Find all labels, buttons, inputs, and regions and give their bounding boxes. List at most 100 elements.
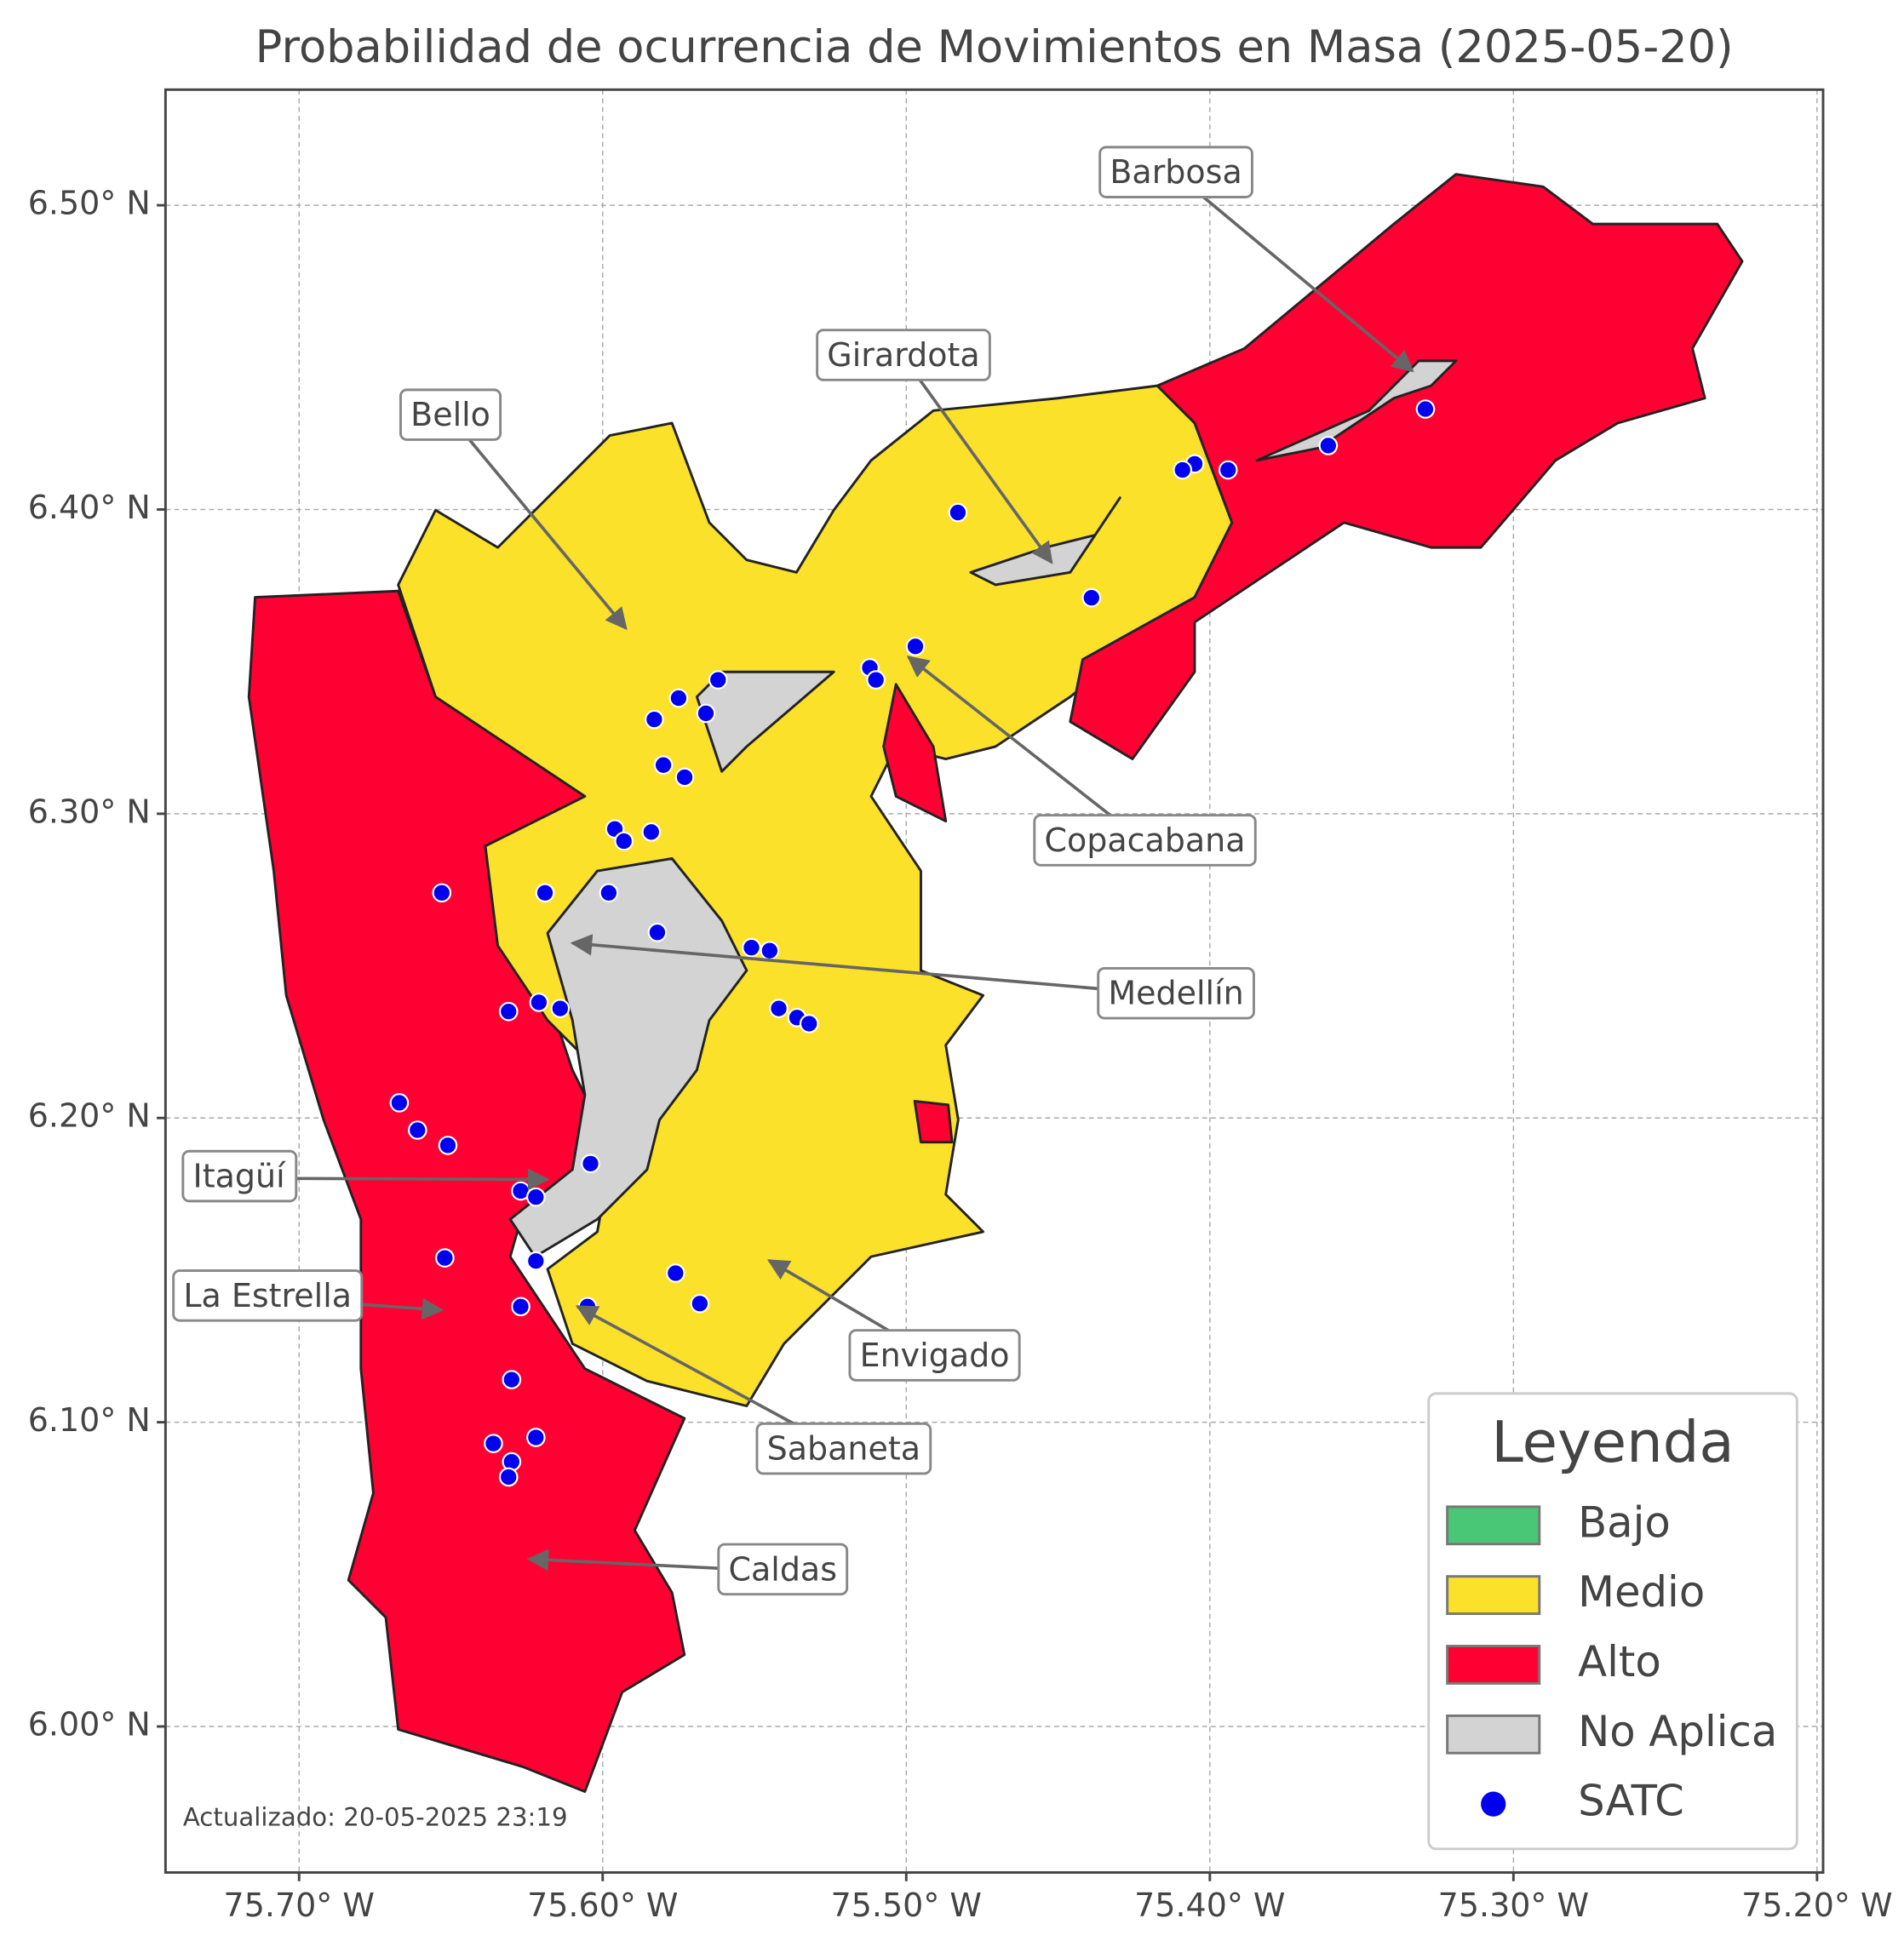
axes: 75.70° W 75.60° W 75.50° W 75.40° W 75.30° W… bbox=[28, 185, 1893, 1924]
y-tick-label: 6.10° N bbox=[28, 1401, 151, 1439]
municipality-callout: Copacabana bbox=[906, 656, 1257, 867]
legend-swatch bbox=[1446, 1714, 1541, 1755]
y-tick-label: 6.20° N bbox=[28, 1097, 151, 1135]
callout-box bbox=[717, 1543, 849, 1596]
satc-station bbox=[645, 709, 664, 730]
stations bbox=[389, 399, 1436, 1487]
legend-swatch bbox=[1446, 1645, 1541, 1685]
satc-station bbox=[653, 755, 674, 776]
municipality-label: Girardota bbox=[827, 336, 979, 374]
municipality-label: Sabaneta bbox=[767, 1430, 920, 1468]
satc-station bbox=[760, 941, 780, 961]
x-tick-label: 75.40° W bbox=[1134, 1887, 1285, 1924]
satc-station bbox=[674, 767, 695, 787]
municipality-label: Caldas bbox=[728, 1550, 837, 1588]
satc-station bbox=[1218, 460, 1238, 480]
satc-station bbox=[690, 1293, 710, 1314]
satc-station bbox=[668, 688, 689, 708]
municipality-label: Copacabana bbox=[1044, 822, 1245, 859]
satc-station bbox=[614, 831, 634, 851]
y-tick-label: 6.40° N bbox=[28, 489, 151, 526]
x-tick-label: 75.20° W bbox=[1741, 1887, 1892, 1924]
satc-station bbox=[511, 1297, 530, 1317]
satc-station bbox=[1415, 399, 1436, 419]
municipality-callout: Bello bbox=[399, 388, 628, 631]
x-tick-label: 75.50° W bbox=[831, 1887, 982, 1924]
legend: Leyenda Bajo Medio Alto No Aplica SATC bbox=[1427, 1392, 1798, 1851]
satc-station bbox=[535, 883, 555, 903]
satc-station bbox=[866, 670, 886, 690]
legend-title: Leyenda bbox=[1491, 1409, 1734, 1475]
municipality-label: Bello bbox=[410, 396, 490, 433]
legend-swatch bbox=[1446, 1505, 1541, 1546]
satc-station bbox=[666, 1263, 685, 1283]
region-alto bbox=[1069, 173, 1744, 761]
regions bbox=[247, 173, 1744, 1794]
region-medio bbox=[397, 384, 1234, 1407]
satc-station bbox=[647, 922, 668, 942]
satc-station bbox=[1173, 460, 1193, 480]
callout-box bbox=[181, 1149, 298, 1203]
callout-box bbox=[172, 1269, 364, 1322]
municipality-callout: Envigado bbox=[766, 1258, 1021, 1382]
satc-station bbox=[529, 993, 549, 1012]
municipality-callout: Medellín bbox=[570, 934, 1255, 1020]
satc-station bbox=[435, 1248, 455, 1268]
satc-station bbox=[799, 1014, 819, 1033]
satc-station bbox=[1318, 436, 1339, 455]
x-tick-label: 75.70° W bbox=[224, 1887, 375, 1924]
satc-station bbox=[389, 1093, 410, 1113]
satc-station bbox=[581, 1154, 600, 1174]
satc-station bbox=[484, 1434, 503, 1453]
legend-label: Alto bbox=[1578, 1637, 1661, 1686]
callout-box bbox=[755, 1422, 932, 1475]
callout-box bbox=[1097, 966, 1255, 1020]
callout-box bbox=[816, 329, 991, 381]
x-tick-label: 75.60° W bbox=[527, 1887, 678, 1924]
callouts: Barbosa Girardota Bello Copacabana Medel… bbox=[172, 146, 1414, 1596]
callout-box bbox=[1098, 146, 1253, 198]
footnote: Actualizado: 20-05-2025 23:19 bbox=[183, 1803, 568, 1832]
region-no-aplica bbox=[695, 670, 835, 773]
municipality-label: Itagüí bbox=[193, 1158, 287, 1195]
callout-box bbox=[399, 388, 502, 441]
legend-label: Bajo bbox=[1578, 1497, 1671, 1547]
municipality-label: Envigado bbox=[860, 1337, 1010, 1374]
region-alto bbox=[882, 683, 948, 823]
x-tick-label: 75.30° W bbox=[1438, 1887, 1589, 1924]
municipality-callout: Caldas bbox=[526, 1543, 849, 1596]
y-tick-label: 6.30° N bbox=[28, 793, 151, 830]
legend-swatch bbox=[1446, 1575, 1541, 1616]
municipality-label: La Estrella bbox=[183, 1277, 352, 1314]
satc-station bbox=[905, 636, 926, 656]
municipality-callout: Sabaneta bbox=[575, 1304, 932, 1475]
satc-station bbox=[502, 1370, 522, 1389]
satc-station bbox=[1081, 587, 1102, 608]
plot-frame bbox=[163, 88, 1825, 1875]
callout-arrow bbox=[906, 656, 1146, 844]
legend-label: No Aplica bbox=[1578, 1707, 1777, 1756]
satc-station bbox=[696, 703, 716, 724]
municipality-label: Medellín bbox=[1108, 975, 1243, 1012]
callout-box bbox=[1033, 814, 1257, 867]
municipality-callout: Girardota bbox=[816, 329, 1053, 564]
callout-box bbox=[848, 1329, 1021, 1382]
y-tick-label: 6.50° N bbox=[28, 185, 151, 222]
municipality-callout: Itagüí bbox=[181, 1149, 550, 1203]
satc-station bbox=[769, 999, 789, 1018]
y-tick-label: 6.00° N bbox=[28, 1706, 151, 1743]
satc-station bbox=[948, 502, 968, 523]
satc-station bbox=[599, 883, 619, 903]
legend-label: SATC bbox=[1578, 1777, 1684, 1826]
legend-label: Medio bbox=[1578, 1567, 1705, 1617]
callout-arrow bbox=[1174, 173, 1414, 373]
satc-station bbox=[407, 1120, 427, 1140]
satc-station bbox=[438, 1136, 458, 1155]
satc-station bbox=[742, 937, 761, 958]
legend-marker bbox=[1481, 1791, 1506, 1817]
map-title: Probabilidad de ocurrencia de Movimiento… bbox=[255, 21, 1734, 73]
callout-arrow bbox=[902, 356, 1053, 564]
satc-station bbox=[432, 883, 452, 903]
satc-station bbox=[498, 1001, 519, 1022]
